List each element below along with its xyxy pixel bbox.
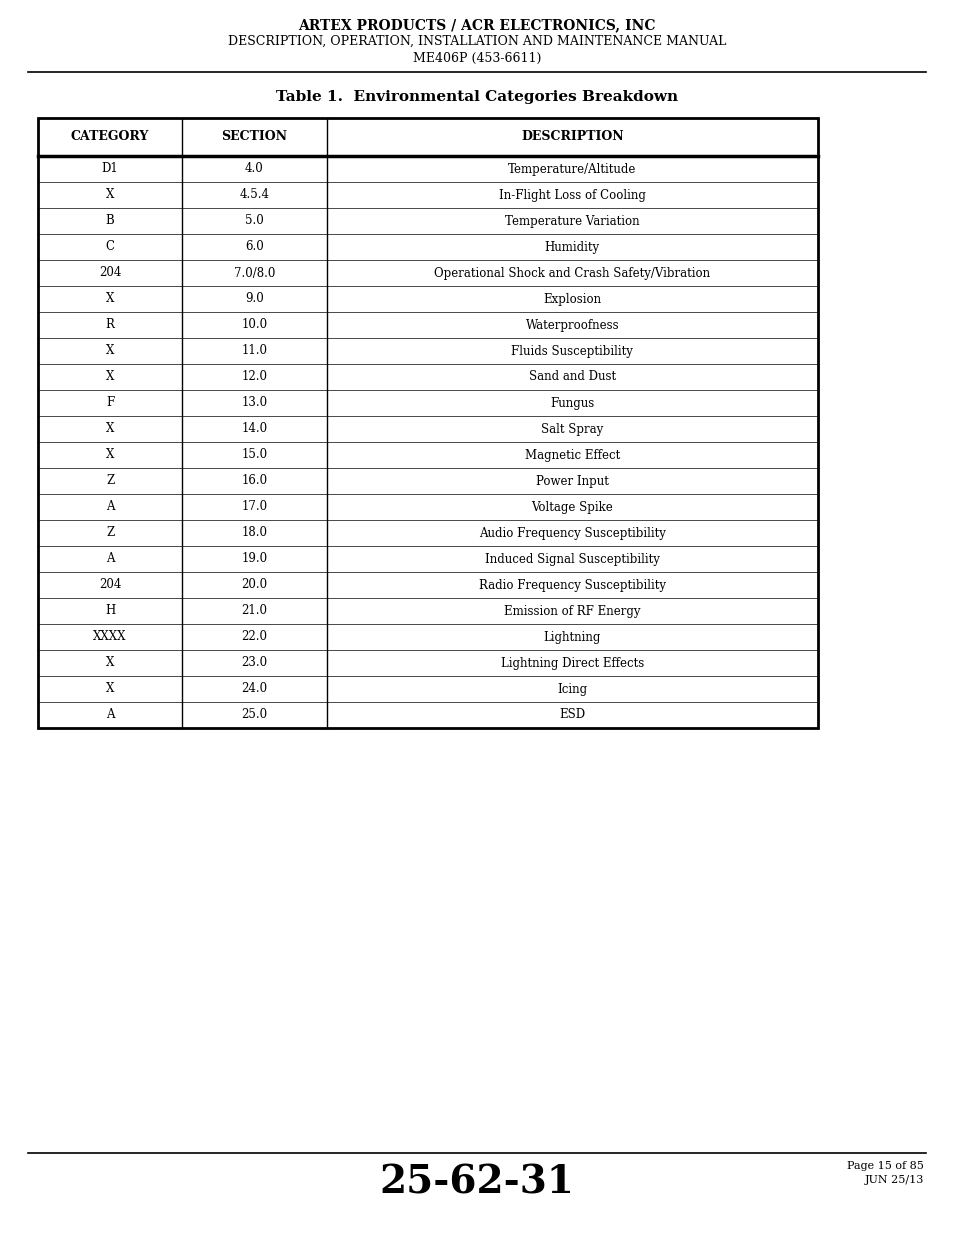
Text: Table 1.  Environmental Categories Breakdown: Table 1. Environmental Categories Breakd… — [275, 90, 678, 104]
Text: Lightning Direct Effects: Lightning Direct Effects — [500, 657, 643, 669]
Text: ARTEX PRODUCTS / ACR ELECTRONICS, INC: ARTEX PRODUCTS / ACR ELECTRONICS, INC — [298, 19, 655, 32]
Text: 25-62-31: 25-62-31 — [379, 1163, 574, 1200]
Text: A: A — [106, 709, 114, 721]
Text: XXXX: XXXX — [93, 631, 127, 643]
Text: ESD: ESD — [558, 709, 585, 721]
Text: Page 15 of 85: Page 15 of 85 — [846, 1161, 923, 1171]
Text: CATEGORY: CATEGORY — [71, 131, 150, 143]
Text: Emission of RF Energy: Emission of RF Energy — [503, 604, 639, 618]
Text: X: X — [106, 683, 114, 695]
Text: Power Input: Power Input — [536, 474, 608, 488]
Text: X: X — [106, 657, 114, 669]
Text: Magnetic Effect: Magnetic Effect — [524, 448, 619, 462]
Text: A: A — [106, 500, 114, 514]
Text: D1: D1 — [102, 163, 118, 175]
Text: Waterproofness: Waterproofness — [525, 319, 618, 331]
Text: Explosion: Explosion — [542, 293, 600, 305]
Text: X: X — [106, 293, 114, 305]
Text: 16.0: 16.0 — [241, 474, 267, 488]
Text: H: H — [105, 604, 115, 618]
Text: F: F — [106, 396, 114, 410]
Text: Icing: Icing — [557, 683, 587, 695]
Text: 9.0: 9.0 — [245, 293, 264, 305]
Text: 24.0: 24.0 — [241, 683, 267, 695]
Text: Temperature/Altitude: Temperature/Altitude — [508, 163, 636, 175]
Text: DESCRIPTION: DESCRIPTION — [520, 131, 623, 143]
Text: ME406P (453-6611): ME406P (453-6611) — [413, 52, 540, 65]
Text: 18.0: 18.0 — [241, 526, 267, 540]
Text: A: A — [106, 552, 114, 566]
Text: 17.0: 17.0 — [241, 500, 267, 514]
Text: 20.0: 20.0 — [241, 578, 267, 592]
Text: Salt Spray: Salt Spray — [540, 422, 603, 436]
Text: Z: Z — [106, 526, 114, 540]
Text: 21.0: 21.0 — [241, 604, 267, 618]
Text: 19.0: 19.0 — [241, 552, 267, 566]
Text: 204: 204 — [99, 578, 121, 592]
Text: 4.0: 4.0 — [245, 163, 264, 175]
Text: X: X — [106, 422, 114, 436]
Text: 5.0: 5.0 — [245, 215, 264, 227]
Text: B: B — [106, 215, 114, 227]
Text: 13.0: 13.0 — [241, 396, 267, 410]
Text: 10.0: 10.0 — [241, 319, 267, 331]
Text: Induced Signal Susceptibility: Induced Signal Susceptibility — [484, 552, 659, 566]
Text: 4.5.4: 4.5.4 — [239, 189, 269, 201]
Text: Temperature Variation: Temperature Variation — [504, 215, 639, 227]
Text: X: X — [106, 448, 114, 462]
Text: Radio Frequency Susceptibility: Radio Frequency Susceptibility — [478, 578, 665, 592]
Text: 23.0: 23.0 — [241, 657, 267, 669]
Text: 15.0: 15.0 — [241, 448, 267, 462]
Text: Operational Shock and Crash Safety/Vibration: Operational Shock and Crash Safety/Vibra… — [434, 267, 710, 279]
Text: 204: 204 — [99, 267, 121, 279]
Text: Fluids Susceptibility: Fluids Susceptibility — [511, 345, 633, 357]
Text: Audio Frequency Susceptibility: Audio Frequency Susceptibility — [478, 526, 665, 540]
Text: X: X — [106, 345, 114, 357]
Text: Z: Z — [106, 474, 114, 488]
Text: Fungus: Fungus — [550, 396, 594, 410]
Text: 6.0: 6.0 — [245, 241, 264, 253]
Text: 22.0: 22.0 — [241, 631, 267, 643]
Text: Humidity: Humidity — [544, 241, 599, 253]
Text: R: R — [106, 319, 114, 331]
Text: SECTION: SECTION — [221, 131, 287, 143]
Text: 14.0: 14.0 — [241, 422, 267, 436]
Text: In-Flight Loss of Cooling: In-Flight Loss of Cooling — [498, 189, 645, 201]
Text: Lightning: Lightning — [543, 631, 600, 643]
Text: Voltage Spike: Voltage Spike — [531, 500, 613, 514]
Text: 12.0: 12.0 — [241, 370, 267, 384]
Text: DESCRIPTION, OPERATION, INSTALLATION AND MAINTENANCE MANUAL: DESCRIPTION, OPERATION, INSTALLATION AND… — [228, 35, 725, 48]
Bar — [38, 119, 817, 727]
Text: X: X — [106, 370, 114, 384]
Text: Sand and Dust: Sand and Dust — [528, 370, 616, 384]
Text: C: C — [106, 241, 114, 253]
Text: 11.0: 11.0 — [241, 345, 267, 357]
Text: X: X — [106, 189, 114, 201]
Text: JUN 25/13: JUN 25/13 — [863, 1174, 923, 1186]
Text: 25.0: 25.0 — [241, 709, 267, 721]
Text: 7.0/8.0: 7.0/8.0 — [233, 267, 274, 279]
